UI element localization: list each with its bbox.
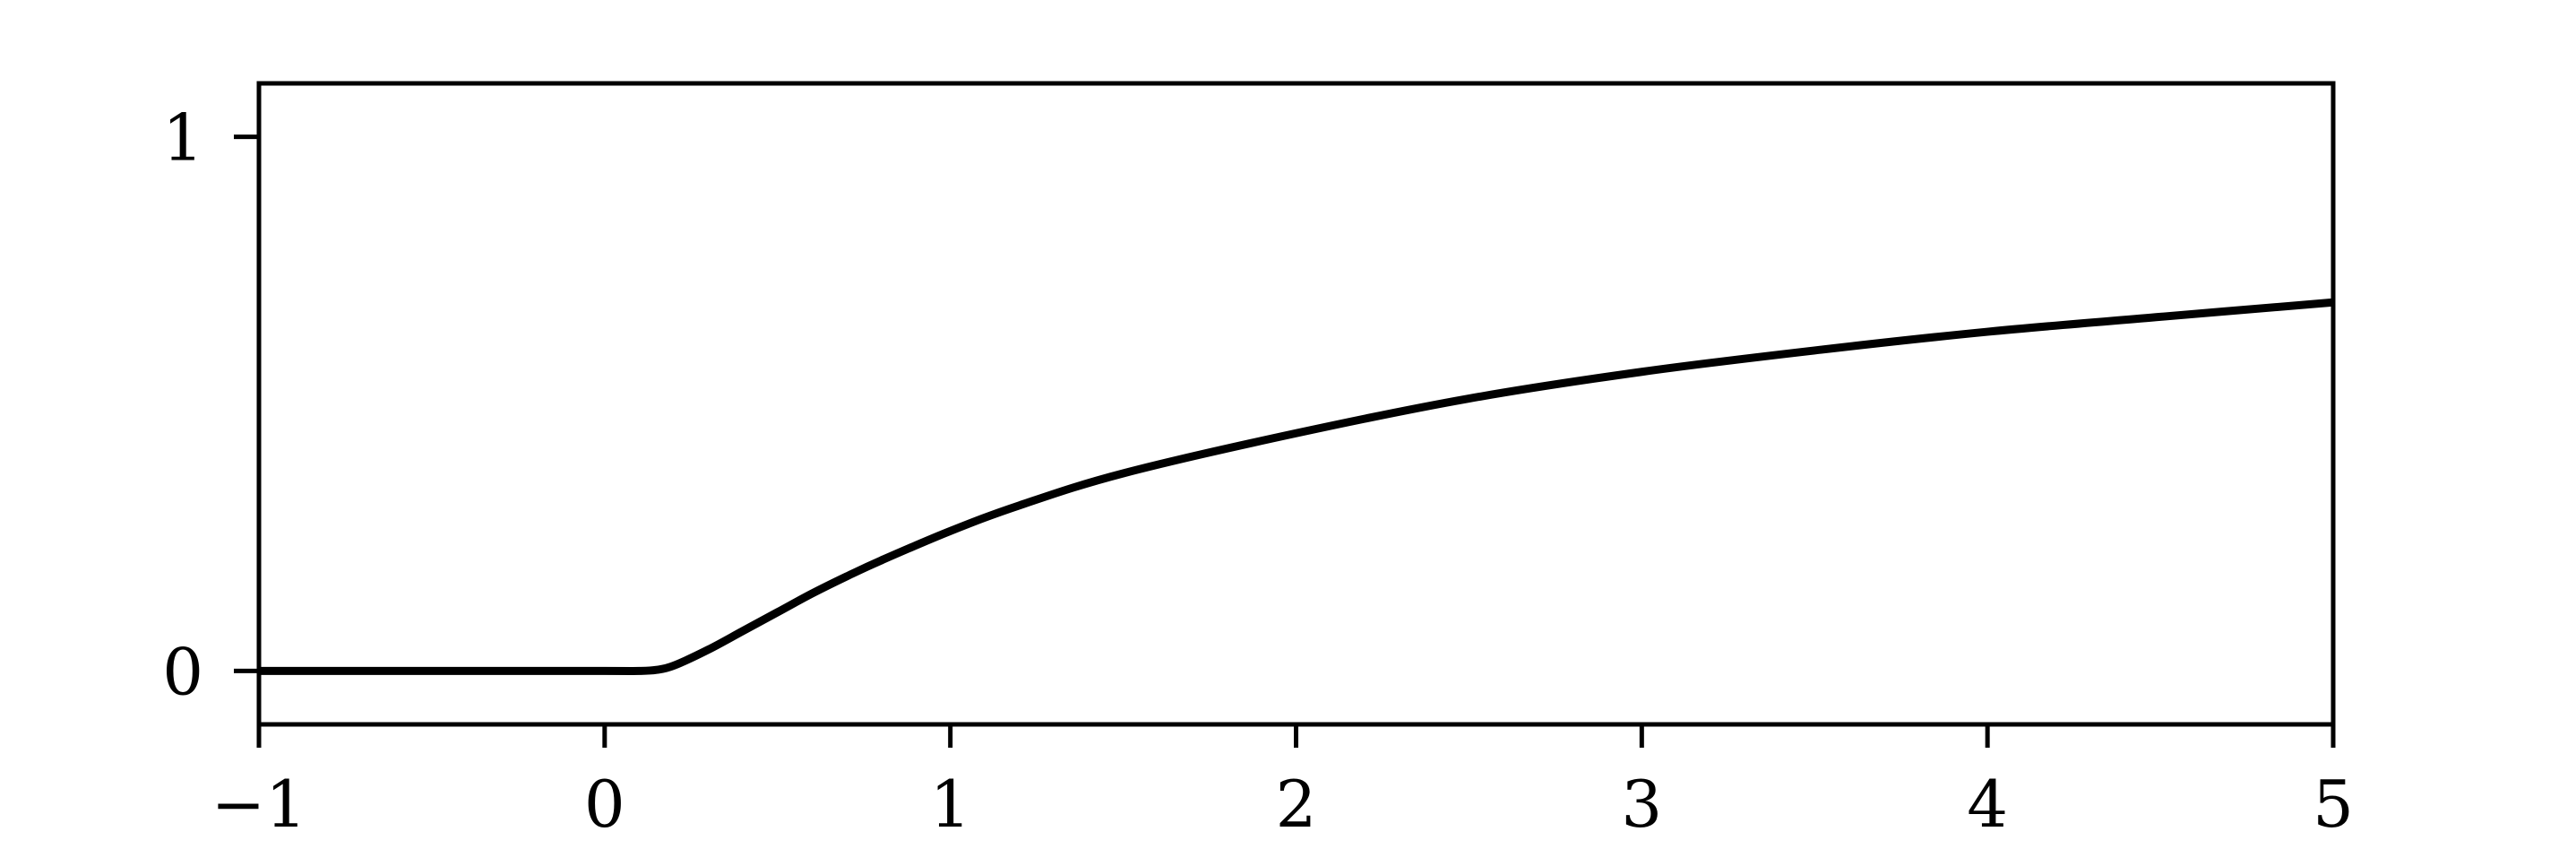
- tick-labels: −1 0 1 2 3 4 501: [162, 100, 2354, 842]
- series-line-0: [258, 298, 2334, 676]
- x-tick-label-0: −1: [211, 767, 306, 842]
- y-tick-label-1: 1: [162, 100, 203, 176]
- y-tick-label-0: 0: [162, 634, 203, 709]
- axis-ticks: [234, 134, 2336, 748]
- plot-frame: [256, 81, 2336, 727]
- x-tick-label-6: 5: [2313, 767, 2354, 842]
- x-tick-label-5: 4: [1967, 767, 2008, 842]
- plot-area: [258, 298, 2334, 676]
- x-tick-label-4: 3: [1621, 767, 1662, 842]
- x-tick-label-2: 1: [930, 767, 971, 842]
- x-tick-label-1: 0: [584, 767, 625, 842]
- x-tick-label-3: 2: [1276, 767, 1317, 842]
